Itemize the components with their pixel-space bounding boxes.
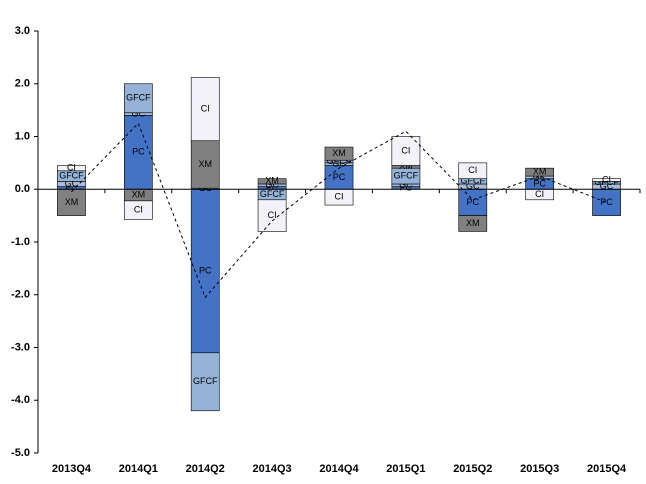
segment-label: CI bbox=[335, 192, 344, 202]
y-tick-label: -4.0 bbox=[11, 394, 30, 406]
segment-label: XM bbox=[265, 176, 279, 186]
segment-label: PC bbox=[132, 147, 145, 157]
segment-label: GFCF bbox=[126, 93, 151, 103]
x-tick-label: 2014Q3 bbox=[253, 463, 292, 475]
bar-segment bbox=[257, 178, 287, 185]
x-tick-label: 2015Q1 bbox=[386, 463, 425, 475]
segment-label: XM bbox=[198, 159, 212, 169]
segment-label: PC bbox=[65, 182, 78, 192]
y-tick-label: -5.0 bbox=[11, 447, 30, 459]
segment-label: CI bbox=[67, 163, 76, 173]
segment-label: CI bbox=[401, 145, 410, 155]
bar-segment bbox=[592, 178, 621, 182]
bar-segment bbox=[123, 83, 153, 114]
segment-label: CI bbox=[201, 103, 210, 113]
y-tick-label: 3.0 bbox=[15, 25, 30, 37]
x-tick-label: 2015Q2 bbox=[453, 463, 492, 475]
segment-label: PC bbox=[199, 265, 212, 275]
bar-segment bbox=[123, 200, 153, 220]
segment-label: XM bbox=[132, 189, 146, 199]
x-tick-label: 2015Q3 bbox=[520, 463, 559, 475]
bar-segment bbox=[57, 165, 86, 172]
bar-segment bbox=[458, 162, 488, 179]
bar-segment bbox=[57, 188, 86, 216]
segment-label: PC bbox=[467, 197, 480, 207]
total-line bbox=[71, 122, 607, 299]
y-tick-label: 0.0 bbox=[15, 183, 30, 195]
segment-label: GFCF bbox=[260, 189, 285, 199]
segment-label: GC bbox=[332, 159, 346, 169]
y-tick-label: 1.0 bbox=[15, 130, 30, 142]
segment-label: CI bbox=[468, 165, 477, 175]
segment-label: XM bbox=[332, 148, 346, 158]
bar-segment bbox=[592, 188, 621, 216]
x-tick-label: 2015Q4 bbox=[587, 463, 627, 475]
segment-label: PC bbox=[533, 178, 546, 188]
segment-label: PC bbox=[266, 182, 279, 192]
bar-segment bbox=[391, 136, 421, 166]
segment-label: GFCF bbox=[594, 177, 619, 187]
segment-label: GC bbox=[533, 172, 547, 182]
bar-segment bbox=[190, 188, 220, 354]
y-tick-label: -2.0 bbox=[11, 289, 30, 301]
segment-label: XM bbox=[466, 218, 480, 228]
segment-label: PC bbox=[600, 197, 613, 207]
segment-label: GC bbox=[600, 181, 614, 191]
segment-label: GFCF bbox=[193, 376, 218, 386]
segment-label: GFCF bbox=[59, 170, 84, 180]
segment-label: XM bbox=[533, 166, 547, 176]
segment-label: GC bbox=[265, 180, 279, 190]
bar-segment bbox=[190, 140, 220, 189]
x-tick-label: 2013Q4 bbox=[52, 463, 92, 475]
segment-label: GC bbox=[65, 178, 79, 188]
bar-segment bbox=[190, 77, 220, 142]
segment-label: XM bbox=[65, 197, 79, 207]
segment-label: PC bbox=[333, 172, 346, 182]
segment-label: CI bbox=[268, 210, 277, 220]
segment-label: CI bbox=[134, 204, 143, 214]
bar-segment bbox=[324, 146, 354, 161]
segment-label: GC bbox=[132, 108, 146, 118]
segment-label: GC bbox=[399, 180, 413, 190]
bar-segment bbox=[458, 188, 488, 216]
x-tick-label: 2014Q4 bbox=[319, 463, 359, 475]
bar-segment bbox=[458, 215, 488, 232]
x-tick-label: 2014Q2 bbox=[186, 463, 225, 475]
x-tick-label: 2014Q1 bbox=[119, 463, 158, 475]
segment-label: GC bbox=[466, 181, 480, 191]
segment-label: PC bbox=[400, 182, 413, 192]
y-tick-label: 2.0 bbox=[15, 78, 30, 90]
segment-label: GFCF bbox=[327, 156, 352, 166]
y-tick-label: -1.0 bbox=[11, 236, 30, 248]
bar-segment bbox=[257, 199, 287, 232]
segment-label: XM bbox=[399, 161, 413, 171]
segment-label: GFCF bbox=[394, 170, 419, 180]
segment-label: CI bbox=[535, 189, 544, 199]
segment-label: CI bbox=[602, 174, 611, 184]
bar-segment bbox=[525, 167, 555, 177]
segment-label: GFCF bbox=[461, 176, 486, 186]
bar-segment bbox=[190, 352, 220, 412]
y-tick-label: -3.0 bbox=[11, 341, 30, 353]
